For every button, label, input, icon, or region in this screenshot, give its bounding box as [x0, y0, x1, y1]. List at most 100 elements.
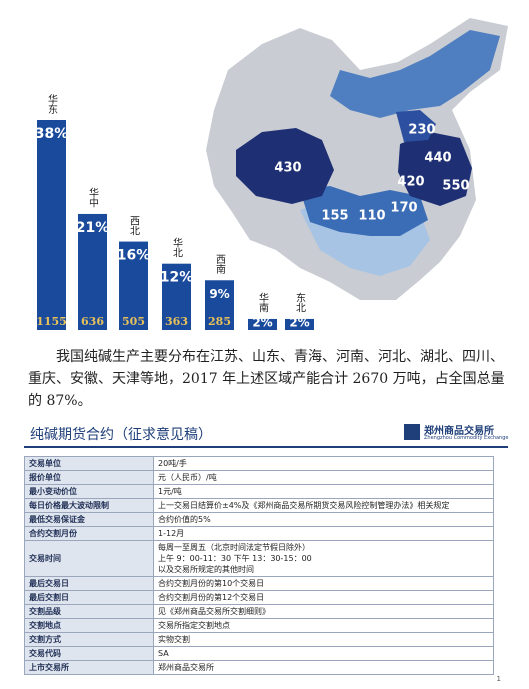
- map-region: [396, 110, 436, 142]
- value-label: 12%: [160, 270, 194, 286]
- map-region: [330, 30, 500, 118]
- table-row: 每日价格最大波动限制 上一交易日结算价±4%及《郑州商品交易所期货交易风险控制管理…: [24, 498, 494, 513]
- capacity-label: 285: [208, 315, 231, 328]
- map-region: [300, 186, 428, 236]
- table-row: 交割品级 见《郑州商品交易所交割细则》: [24, 604, 494, 619]
- table-row: 最后交易日 合约交割月份的第10个交易日: [24, 576, 494, 591]
- row-value: 实物交割: [153, 632, 494, 647]
- row-value: 合约交割月份的第12个交易日: [153, 590, 494, 605]
- map-region: [236, 128, 334, 204]
- logo: 郑州商品交易所 Zhengzhou Commodity Exchange: [404, 422, 508, 444]
- value-line: 1元/吨: [158, 487, 182, 496]
- value-line: 以及交易所规定的其他时间: [158, 565, 254, 574]
- value-label: 9%: [209, 287, 229, 301]
- row-value: 1元/吨: [153, 484, 494, 499]
- bar: [248, 318, 277, 330]
- value-line: 20吨/手: [158, 459, 187, 468]
- map-label: 155: [321, 209, 348, 224]
- bar: [205, 280, 234, 330]
- row-label: 交易时间: [24, 540, 154, 577]
- table-row: 交割地点 交易所指定交割地点: [24, 618, 494, 633]
- map-label: 170: [390, 201, 417, 216]
- value-label: 16%: [117, 248, 151, 264]
- table-row: 交易单位 20吨/手: [24, 456, 494, 471]
- logo-text: 郑州商品交易所: [424, 426, 494, 437]
- map: 430 230 440 420 550 155 110 170: [206, 18, 508, 300]
- value-line: 元（人民币）/吨: [158, 473, 217, 482]
- row-label: 交易代码: [24, 646, 154, 661]
- row-value: 1-12月: [153, 526, 494, 541]
- row-label: 合约交割月份: [24, 526, 154, 541]
- map-label: 420: [397, 175, 424, 190]
- value-label: 2%: [289, 316, 309, 330]
- logo-subtext: Zhengzhou Commodity Exchange: [424, 435, 509, 441]
- value-line: 合约价值的5%: [158, 515, 211, 524]
- capacity-label: 363: [165, 315, 188, 328]
- row-value: 合约交割月份的第10个交易日: [153, 576, 494, 591]
- bar: [78, 213, 107, 330]
- table: 交易单位 20吨/手 报价单位 元（人民币）/吨 最小变动价位 1元/吨 每日价格最大波动限…: [24, 456, 494, 675]
- row-value: 郑州商品交易所: [153, 660, 494, 675]
- value-line: 交易所指定交割地点: [158, 621, 230, 630]
- map-label: 230: [408, 123, 435, 138]
- row-value: 上一交易日结算价±4%及《郑州商品交易所期货交易风险控制管理办法》相关规定: [153, 498, 494, 513]
- map-label: 440: [424, 151, 451, 166]
- table-row: 交割方式 实物交割: [24, 632, 494, 647]
- row-label: 报价单位: [24, 470, 154, 485]
- row-value: 合约价值的5%: [153, 512, 494, 527]
- value-line: 见《郑州商品交易所交割细则》: [158, 607, 270, 616]
- value-label: 21%: [76, 220, 110, 236]
- value-line: 郑州商品交易所: [158, 663, 214, 672]
- category-label: 西北: [128, 216, 140, 236]
- capacity-label: 636: [81, 315, 104, 328]
- table-row: 上市交易所 郑州商品交易所: [24, 660, 494, 675]
- row-value: 元（人民币）/吨: [153, 470, 494, 485]
- bar: [119, 241, 148, 330]
- category-label: 东北: [294, 292, 306, 313]
- row-value: 20吨/手: [153, 456, 494, 471]
- value-line: 合约交割月份的第12个交易日: [158, 593, 265, 602]
- value-line: 1-12月: [158, 529, 185, 538]
- chart: 430 230 440 420 550 155 110 170 38% 华东 115…: [35, 18, 508, 330]
- map-label: 430: [274, 161, 301, 176]
- contract-table: 纯碱期货合约（征求意见稿） 郑州商品交易所 Zhengzhou Commodit…: [24, 420, 508, 682]
- table-row: 报价单位 元（人民币）/吨: [24, 470, 494, 485]
- row-value: 交易所指定交割地点: [153, 618, 494, 633]
- value-line: 每周一至周五（北京时间法定节假日除外）: [158, 543, 310, 552]
- row-label: 最后交割日: [24, 590, 154, 605]
- row-label: 最后交易日: [24, 576, 154, 591]
- row-value: 每周一至周五（北京时间法定节假日除外） 上午 9：00-11：30 下午 13：3…: [153, 540, 494, 577]
- value-line: 实物交割: [158, 635, 190, 644]
- row-label: 最小变动价位: [24, 484, 154, 499]
- table-header: 纯碱期货合约（征求意见稿） 郑州商品交易所 Zhengzhou Commodit…: [24, 420, 508, 448]
- map-label: 550: [442, 179, 469, 194]
- value-line: 上午 9：00-11：30 下午 13：30-15：00: [158, 554, 312, 563]
- row-label: 每日价格最大波动限制: [24, 498, 154, 513]
- category-label: 华南: [257, 292, 269, 313]
- row-label: 最低交易保证金: [24, 512, 154, 527]
- table-row: 合约交割月份 1-12月: [24, 526, 494, 541]
- bar: [162, 263, 191, 330]
- capacity-label: 505: [122, 315, 145, 328]
- row-label: 交割地点: [24, 618, 154, 633]
- value-label: 38%: [35, 126, 69, 142]
- table-title: 纯碱期货合约（征求意见稿）: [30, 427, 212, 443]
- table-row: 最小变动价位 1元/吨: [24, 484, 494, 499]
- row-value: 见《郑州商品交易所交割细则》: [153, 604, 494, 619]
- logo-icon: [404, 424, 420, 440]
- value-line: 合约交割月份的第10个交易日: [158, 579, 265, 588]
- map-label: 110: [358, 209, 385, 224]
- bar: [285, 318, 314, 330]
- row-value: SA: [153, 646, 494, 661]
- page-number: 1: [496, 675, 501, 683]
- category-label: 华中: [87, 187, 99, 209]
- paragraph: 我国纯碱生产主要分布在江苏、山东、青海、河南、河北、湖北、四川、重庆、安徽、天津…: [28, 349, 505, 409]
- row-label: 交易单位: [24, 456, 154, 471]
- table-row: 交易代码 SA: [24, 646, 494, 661]
- bar: [37, 120, 66, 330]
- table-row: 最低交易保证金 合约价值的5%: [24, 512, 494, 527]
- value-line: 上一交易日结算价±4%及《郑州商品交易所期货交易风险控制管理办法》相关规定: [158, 501, 450, 510]
- category-label: 华北: [171, 236, 183, 257]
- row-label: 交割方式: [24, 632, 154, 647]
